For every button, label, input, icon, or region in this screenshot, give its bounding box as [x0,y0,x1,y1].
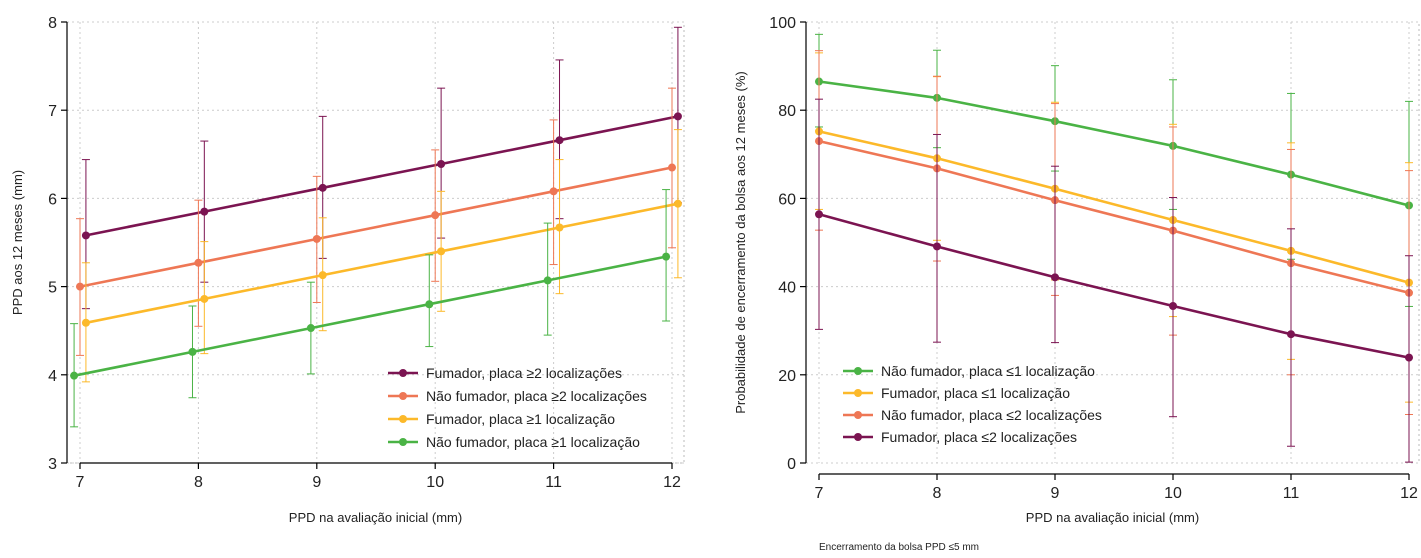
legend-label: Fumador, placa ≥1 localização [426,411,615,427]
legend-label: Fumador, placa ≤2 localizações [881,429,1077,445]
data-point [673,199,682,208]
y-tick-label: 3 [48,456,57,473]
data-point [425,300,434,309]
legend-label: Não fumador, placa ≥1 localização [426,434,640,450]
y-tick-label: 80 [778,103,796,120]
data-point [200,294,209,303]
left-panel: 3 4 5 6 7 8 7 8 9 10 11 12 PPD na avaliação inicial … [10,15,685,525]
x-tick-label: 8 [933,485,942,502]
legend-swatch-marker [854,389,862,397]
y-axis-label: Probabilidade de encerramento da bolsa a… [733,71,748,414]
x-tick-label: 7 [76,474,85,491]
legend-label: Não fumador, placa ≤1 localização [881,363,1095,379]
data-point [555,136,564,145]
legend-swatch-marker [399,369,407,377]
data-point [431,211,440,220]
series-line [85,202,679,325]
legend-label: Não fumador, placa ≤2 localizações [881,407,1102,423]
data-point [188,347,197,356]
data-point [318,271,327,280]
y-tick-label: 20 [778,368,796,385]
legend-swatch-marker [854,411,862,419]
data-point [815,210,823,219]
data-point [673,112,682,121]
data-point [76,282,84,291]
legend-label: Não fumador, placa ≥2 localizações [426,388,647,404]
data-point [200,207,209,216]
y-tick-label: 5 [48,280,57,297]
series-line [818,139,1410,295]
data-point [1169,302,1177,311]
data-point [70,371,79,380]
y-tick-label: 40 [778,280,796,297]
x-axis-label: PPD na avaliação inicial (mm) [289,510,462,525]
data-point [306,324,315,333]
y-tick-label: 7 [48,103,57,120]
legend-label: Fumador, placa ≥2 localizações [426,365,622,381]
legend-label: Fumador, placa ≤1 localização [881,385,1070,401]
x-tick-label: 10 [426,474,444,491]
right-panel: 0 20 40 60 80 100 7 8 9 10 11 12 PPD na avaliação in… [733,15,1420,553]
x-tick-label: 12 [1400,485,1418,502]
series-line [818,80,1410,207]
x-axis-label: PPD na avaliação inicial (mm) [1026,510,1199,525]
data-point [1051,273,1059,282]
x-tick-label: 8 [194,474,203,491]
data-point [318,183,327,192]
y-tick-label: 0 [787,456,796,473]
legend-swatch-marker [399,438,407,446]
y-tick-label: 8 [48,15,57,32]
data-point [543,276,552,285]
data-point [312,234,321,243]
x-tick-label: 7 [815,485,824,502]
data-point [555,223,564,232]
data-point [668,163,676,172]
legend-swatch-marker [854,433,862,441]
data-point [1405,353,1413,362]
x-tick-label: 11 [1283,485,1300,502]
data-point [1287,330,1295,339]
y-tick-label: 6 [48,191,57,208]
x-tick-label: 11 [545,474,562,491]
series-line [818,213,1410,359]
x-tick-label: 9 [312,474,321,491]
y-tick-label: 60 [778,191,796,208]
y-tick-label: 4 [48,368,57,385]
series-line [79,166,673,288]
series-line [85,115,679,237]
footnote: Encerramento da bolsa PPD ≤5 mm [819,542,979,553]
legend-swatch-marker [854,367,862,375]
x-tick-label: 12 [663,474,681,491]
data-point [662,252,671,261]
data-point [549,187,558,196]
data-point [437,247,446,256]
data-point [194,258,203,267]
data-point [81,231,90,240]
legend-swatch-marker [399,392,407,400]
y-tick-label: 100 [769,15,796,32]
data-point [933,242,941,251]
series-line [818,130,1410,284]
y-axis-label: PPD aos 12 meses (mm) [10,170,25,315]
data-point [437,160,446,169]
x-tick-label: 9 [1051,485,1060,502]
legend-swatch-marker [399,415,407,423]
x-tick-label: 10 [1164,485,1182,502]
data-point [81,318,90,327]
series-line [73,255,667,377]
